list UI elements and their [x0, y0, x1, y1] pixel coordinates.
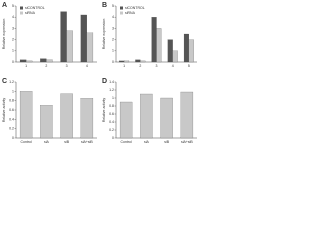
- y-tick-label: 3: [12, 26, 14, 30]
- bar: [119, 60, 125, 63]
- bar: [19, 91, 33, 139]
- legend-label: siCONTROL: [25, 6, 45, 10]
- y-tick-label: 0.6: [109, 112, 114, 116]
- y-tick-label: 4: [112, 15, 114, 19]
- bar: [40, 105, 53, 139]
- bar: [172, 50, 178, 63]
- x-tick-label: siB: [164, 140, 170, 144]
- x-tick-label: siB: [64, 140, 70, 144]
- x-tick-label: 3: [66, 64, 68, 68]
- x-tick-label: 1: [123, 64, 125, 68]
- y-tick-label: 1: [12, 89, 14, 93]
- y-tick-label: 1.2: [109, 88, 114, 92]
- x-tick-label: 4: [86, 64, 88, 68]
- bar: [46, 59, 53, 63]
- bar: [160, 97, 173, 139]
- y-tick-label: 2: [12, 38, 14, 42]
- legend-swatch: [20, 11, 23, 15]
- y-axis-label: Relative expression: [102, 19, 106, 50]
- y-tick-label: 0.8: [109, 104, 114, 108]
- legend-label: siCONTROL: [125, 6, 145, 10]
- bar: [140, 93, 153, 139]
- legend-label: siRNA: [125, 11, 136, 15]
- bar: [86, 32, 94, 63]
- y-tick-label: 1: [12, 49, 14, 53]
- y-tick-label: 0: [112, 136, 114, 140]
- x-tick-label: siA+siB: [81, 140, 93, 144]
- bar: [60, 11, 67, 63]
- bar: [80, 14, 87, 63]
- y-tick-label: 0.8: [9, 99, 14, 103]
- bar: [151, 17, 157, 63]
- y-tick-label: 5: [12, 4, 14, 8]
- x-tick-label: Control: [120, 140, 132, 144]
- legend-swatch: [20, 6, 23, 10]
- bar: [19, 59, 27, 63]
- y-tick-label: 0: [112, 60, 114, 64]
- y-tick-label: 1.4: [109, 80, 114, 84]
- bar: [123, 60, 130, 63]
- legend-swatch: [120, 11, 123, 15]
- y-axis-label: Relative activity: [2, 98, 6, 123]
- bar: [167, 39, 173, 63]
- bar: [60, 93, 73, 139]
- bar: [119, 101, 133, 139]
- bar: [80, 98, 94, 139]
- legend-swatch: [120, 6, 123, 10]
- panel-label: C: [2, 78, 7, 85]
- y-tick-label: 0.2: [9, 127, 14, 131]
- x-tick-label: siA+siB: [181, 140, 193, 144]
- y-tick-label: 1: [112, 96, 114, 100]
- legend-label: siRNA: [25, 11, 36, 15]
- x-tick-label: Control: [20, 140, 32, 144]
- x-tick-label: siA: [144, 140, 150, 144]
- bar: [188, 39, 194, 63]
- y-axis-label: Relative expression: [2, 19, 6, 50]
- x-tick-label: 1: [25, 64, 27, 68]
- y-tick-label: 0.2: [109, 128, 114, 132]
- panel-label: A: [2, 2, 7, 9]
- x-tick-label: 5: [188, 64, 190, 68]
- y-tick-label: 4: [12, 15, 14, 19]
- y-axis-label: Relative activity: [102, 98, 106, 123]
- y-tick-label: 1: [112, 49, 114, 53]
- bar: [180, 91, 194, 139]
- bar: [135, 59, 141, 63]
- panel-label: B: [102, 2, 107, 9]
- x-tick-label: 2: [45, 64, 47, 68]
- y-tick-label: 0.4: [109, 120, 114, 124]
- y-tick-label: 1.2: [9, 80, 14, 84]
- x-tick-label: 3: [156, 64, 158, 68]
- y-tick-label: 0: [12, 60, 14, 64]
- y-tick-label: 3: [112, 26, 114, 30]
- y-tick-label: 5: [112, 4, 114, 8]
- page: {"chart_data": [ {"type": "bar", "title"…: [1, 1, 197, 144]
- bar: [26, 60, 33, 63]
- x-tick-label: 2: [139, 64, 141, 68]
- y-tick-label: 0.6: [9, 108, 14, 112]
- bar: [183, 33, 189, 63]
- x-tick-label: 4: [172, 64, 174, 68]
- y-tick-label: 2: [112, 38, 114, 42]
- bar: [40, 58, 47, 63]
- x-tick-label: siA: [44, 140, 50, 144]
- bar: [156, 28, 162, 63]
- y-tick-label: 0.4: [9, 117, 14, 121]
- y-tick-label: 0: [12, 136, 14, 140]
- bar: [66, 30, 73, 63]
- panel-label: D: [102, 78, 107, 85]
- bar: [140, 60, 146, 63]
